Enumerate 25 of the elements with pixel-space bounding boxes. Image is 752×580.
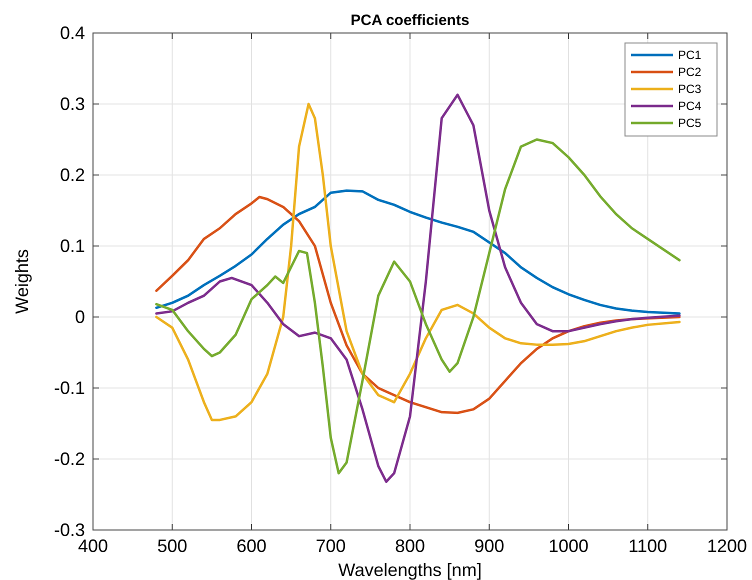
y-tick-label: 0 <box>74 307 85 327</box>
y-tick-label: 0.2 <box>60 165 85 185</box>
y-tick-label: -0.1 <box>54 378 85 398</box>
x-tick-label: 900 <box>474 536 504 556</box>
legend-label: PC2 <box>678 65 702 79</box>
line-series <box>155 189 681 315</box>
x-tick-label: 1000 <box>548 536 589 556</box>
y-tick-label: 0.3 <box>60 94 85 114</box>
y-tick-label: 0.1 <box>60 236 85 256</box>
line-series <box>155 102 681 422</box>
legend-label: PC4 <box>678 99 702 113</box>
x-tick-label: 1100 <box>628 536 668 556</box>
x-tick-label: 800 <box>394 536 426 556</box>
x-axis-title: Wavelengths [nm] <box>338 560 482 580</box>
legend-label: PC3 <box>678 82 702 96</box>
y-axis-title: Weights <box>12 249 32 314</box>
legend-label: PC1 <box>678 48 702 62</box>
chart-title: PCA coefficients <box>350 12 470 29</box>
x-tick-label: 600 <box>236 536 267 556</box>
legend-label: PC5 <box>678 116 702 130</box>
y-tick-label: 0.4 <box>60 23 85 43</box>
x-tick-label: 1200 <box>706 536 748 556</box>
x-tick-label: 700 <box>316 536 346 556</box>
y-tick-label: -0.2 <box>54 449 85 469</box>
x-tick-label: 500 <box>157 536 188 556</box>
